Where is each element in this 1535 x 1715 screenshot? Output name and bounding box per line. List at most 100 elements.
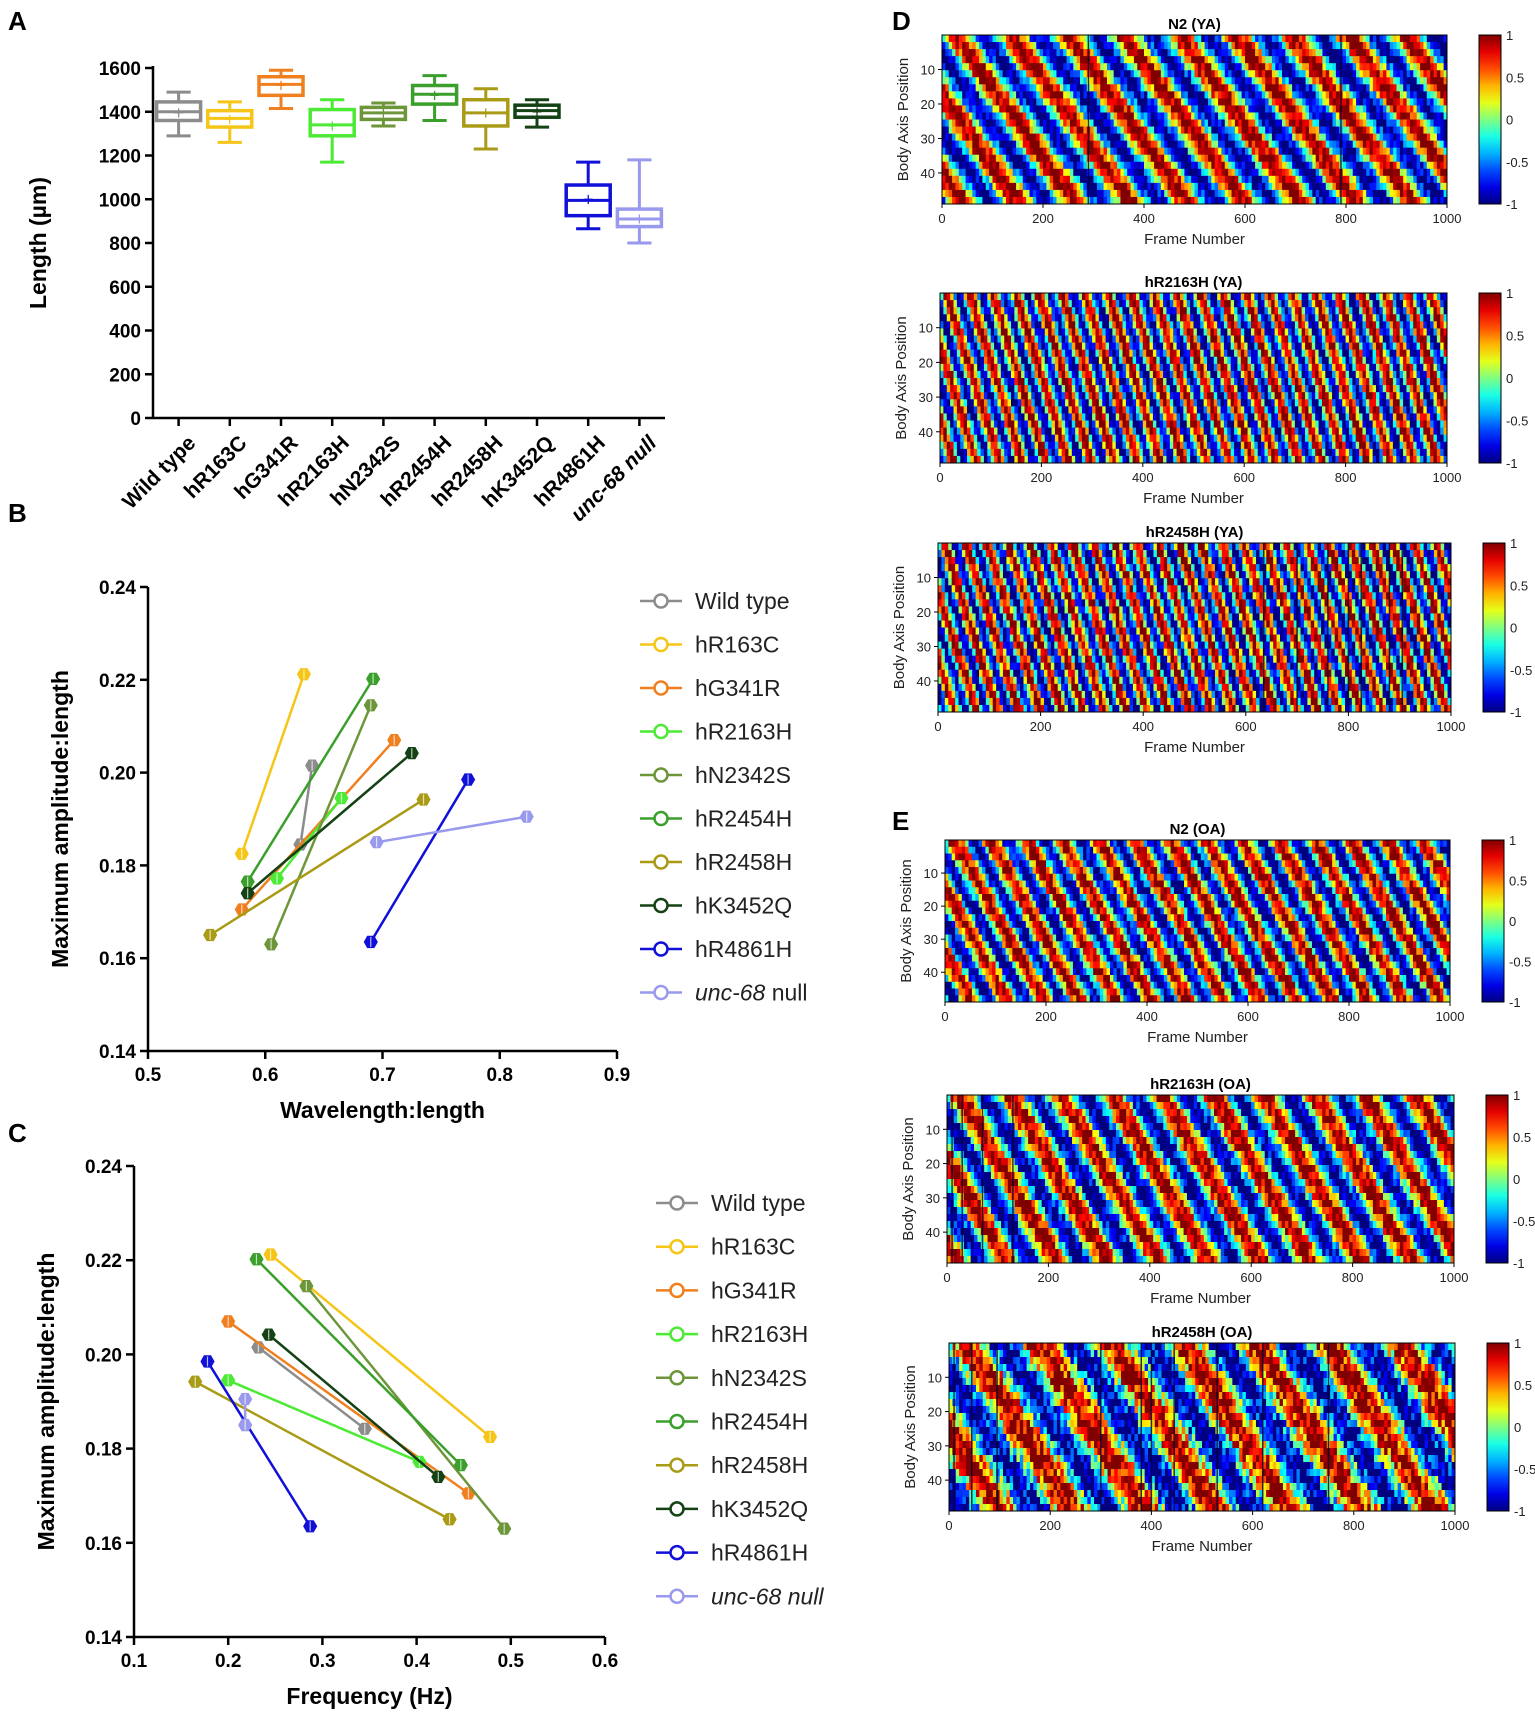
heatmap-cell — [1067, 105, 1071, 112]
heatmap-cell — [1164, 183, 1168, 190]
heatmap-cell — [1218, 141, 1222, 148]
heatmap-cell — [1262, 42, 1266, 49]
heatmap-cell — [1040, 84, 1044, 91]
heatmap-cell — [1110, 105, 1114, 112]
heatmap-cell — [1107, 155, 1111, 162]
heatmap-cell — [1063, 169, 1067, 176]
heatmap-cell — [966, 141, 970, 148]
heatmap-cell — [1178, 197, 1182, 204]
heatmap-cell — [1195, 155, 1199, 162]
heatmap-cell — [1040, 169, 1044, 176]
heatmap-cell — [1043, 70, 1047, 77]
heatmap-cell — [1067, 162, 1071, 169]
heatmap-cell — [1127, 63, 1131, 70]
heatmap-cell — [1201, 120, 1205, 127]
heatmap-cell — [1265, 77, 1269, 84]
heatmap-cell — [1016, 105, 1020, 112]
heatmap-cell — [1171, 70, 1175, 77]
heatmap-cell — [952, 134, 956, 141]
heatmap-cell — [1144, 105, 1148, 112]
heatmap-cell — [1131, 134, 1135, 141]
heatmap-cell — [1168, 105, 1172, 112]
heatmap-cell — [986, 42, 990, 49]
heatmap-cell — [1060, 120, 1064, 127]
heatmap-cell — [1208, 63, 1212, 70]
heatmap-cell — [1124, 141, 1128, 148]
heatmap-cell — [1201, 176, 1205, 183]
heatmap-cell — [1046, 56, 1050, 63]
heatmap-cell — [1104, 141, 1108, 148]
heatmap-cell — [1141, 120, 1145, 127]
heatmap-cell — [1063, 35, 1067, 42]
heatmap-cell — [1181, 84, 1185, 91]
heatmap-cell — [959, 183, 963, 190]
heatmap-cell — [1067, 63, 1071, 70]
heatmap-cell — [1141, 155, 1145, 162]
heatmap-cell — [959, 127, 963, 134]
heatmap-cell — [979, 176, 983, 183]
heatmap-cell — [1036, 162, 1040, 169]
panel-label-e: E — [892, 806, 909, 836]
heatmap-cell — [986, 183, 990, 190]
heatmap-cell — [1252, 134, 1256, 141]
heatmap-cell — [962, 183, 966, 190]
heatmap-cell — [1134, 190, 1138, 197]
heatmap-cell — [1019, 112, 1023, 119]
heatmap-cell — [1258, 98, 1262, 105]
heatmap-cell — [1144, 112, 1148, 119]
heatmap-cell — [986, 127, 990, 134]
heatmap-cell — [976, 42, 980, 49]
heatmap-cell — [1164, 84, 1168, 91]
heatmap-cell — [1077, 91, 1081, 98]
heatmap-cell — [976, 91, 980, 98]
heatmap-cell — [1205, 91, 1209, 98]
heatmap-cell — [1228, 77, 1232, 84]
y-tick-label: 200 — [109, 365, 141, 386]
heatmap-cell — [1208, 84, 1212, 91]
heatmap-cell — [949, 70, 953, 77]
heatmap-cell — [1104, 120, 1108, 127]
heatmap-cell — [1245, 112, 1249, 119]
heatmap-cell — [1107, 112, 1111, 119]
box-mean-marker: + — [276, 76, 287, 96]
heatmap-cell — [1046, 112, 1050, 119]
heatmap-cell — [1232, 35, 1236, 42]
heatmap-cell — [1228, 63, 1232, 70]
heatmap-cell — [1060, 197, 1064, 204]
heatmap-cell — [1013, 190, 1017, 197]
heatmap-cell — [1171, 98, 1175, 105]
heatmap-cell — [1215, 98, 1219, 105]
heatmap-cell — [1178, 49, 1182, 56]
heatmap-cell — [972, 162, 976, 169]
heatmap-cell — [1157, 134, 1161, 141]
heatmap-cell — [1040, 183, 1044, 190]
heatmap-cell — [1107, 91, 1111, 98]
heatmap-cell — [1046, 105, 1050, 112]
heatmap-cell — [1144, 84, 1148, 91]
heatmap-cell — [996, 155, 1000, 162]
heatmap-cell — [1201, 190, 1205, 197]
heatmap-cell — [1016, 127, 1020, 134]
heatmap-cell — [1003, 105, 1007, 112]
heatmap-cell — [1107, 35, 1111, 42]
heatmap-cell — [1067, 112, 1071, 119]
heatmap-cell — [1242, 176, 1246, 183]
heatmap-cell — [1195, 105, 1199, 112]
heatmap-cell — [1161, 197, 1165, 204]
box-mean-marker: + — [429, 85, 440, 105]
heatmap-cell — [1252, 127, 1256, 134]
legend-label: hG341R — [695, 675, 781, 701]
heatmap-cell — [1137, 134, 1141, 141]
heatmap-cell — [1056, 176, 1060, 183]
heatmap-cell — [986, 190, 990, 197]
heatmap-cell — [1269, 162, 1273, 169]
heatmap-cell — [1174, 169, 1178, 176]
heatmap-cell — [1255, 162, 1259, 169]
heatmap-cell — [1013, 155, 1017, 162]
heatmap-cell — [955, 190, 959, 197]
heatmap-cell — [1195, 56, 1199, 63]
heatmap-cell — [1154, 197, 1158, 204]
heatmap-cell — [1262, 70, 1266, 77]
heatmap-cell — [1033, 63, 1037, 70]
heatmap-cell — [1033, 183, 1037, 190]
